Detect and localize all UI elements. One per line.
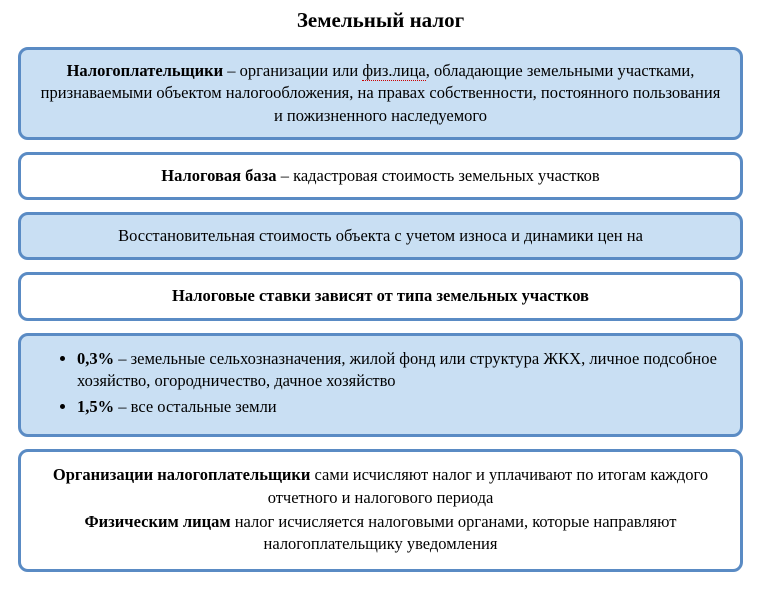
taxpayers-text-before: – организации или	[223, 61, 362, 80]
rate-text: – земельные сельхозназначения, жилой фон…	[77, 349, 717, 390]
rates-list-box: 0,3% – земельные сельхозназначения, жило…	[18, 333, 743, 438]
rate-value: 0,3%	[77, 349, 114, 368]
phys-label: Физическим лицам	[84, 512, 230, 531]
org-text: сами исчисляют налог и уплачивают по ито…	[268, 465, 708, 506]
rates-depend-box: Налоговые ставки зависят от типа земельн…	[18, 272, 743, 320]
taxpayers-box: Налогоплательщики – организации или физ.…	[18, 47, 743, 140]
rate-value: 1,5%	[77, 397, 114, 416]
tax-base-box: Налоговая база – кадастровая стоимость з…	[18, 152, 743, 200]
tax-base-text: – кадастровая стоимость земельных участк…	[277, 166, 600, 185]
rate-text: – все остальные земли	[114, 397, 277, 416]
list-item: 1,5% – все остальные земли	[77, 396, 722, 418]
taxpayers-label: Налогоплательщики	[67, 61, 224, 80]
tax-base-label: Налоговая база	[161, 166, 276, 185]
org-label: Организации налогоплательщики	[53, 465, 310, 484]
calculation-box: Организации налогоплательщики сами исчис…	[18, 449, 743, 572]
restoration-box: Восстановительная стоимость объекта с уч…	[18, 212, 743, 260]
taxpayers-underlined: физ.лица	[362, 61, 425, 81]
page-title: Земельный налог	[18, 8, 743, 33]
list-item: 0,3% – земельные сельхозназначения, жило…	[77, 348, 722, 393]
rates-depend-text: Налоговые ставки зависят от типа земельн…	[172, 286, 589, 305]
restoration-text: Восстановительная стоимость объекта с уч…	[118, 226, 643, 245]
phys-text: налог исчисляется налоговыми органами, к…	[231, 512, 677, 553]
